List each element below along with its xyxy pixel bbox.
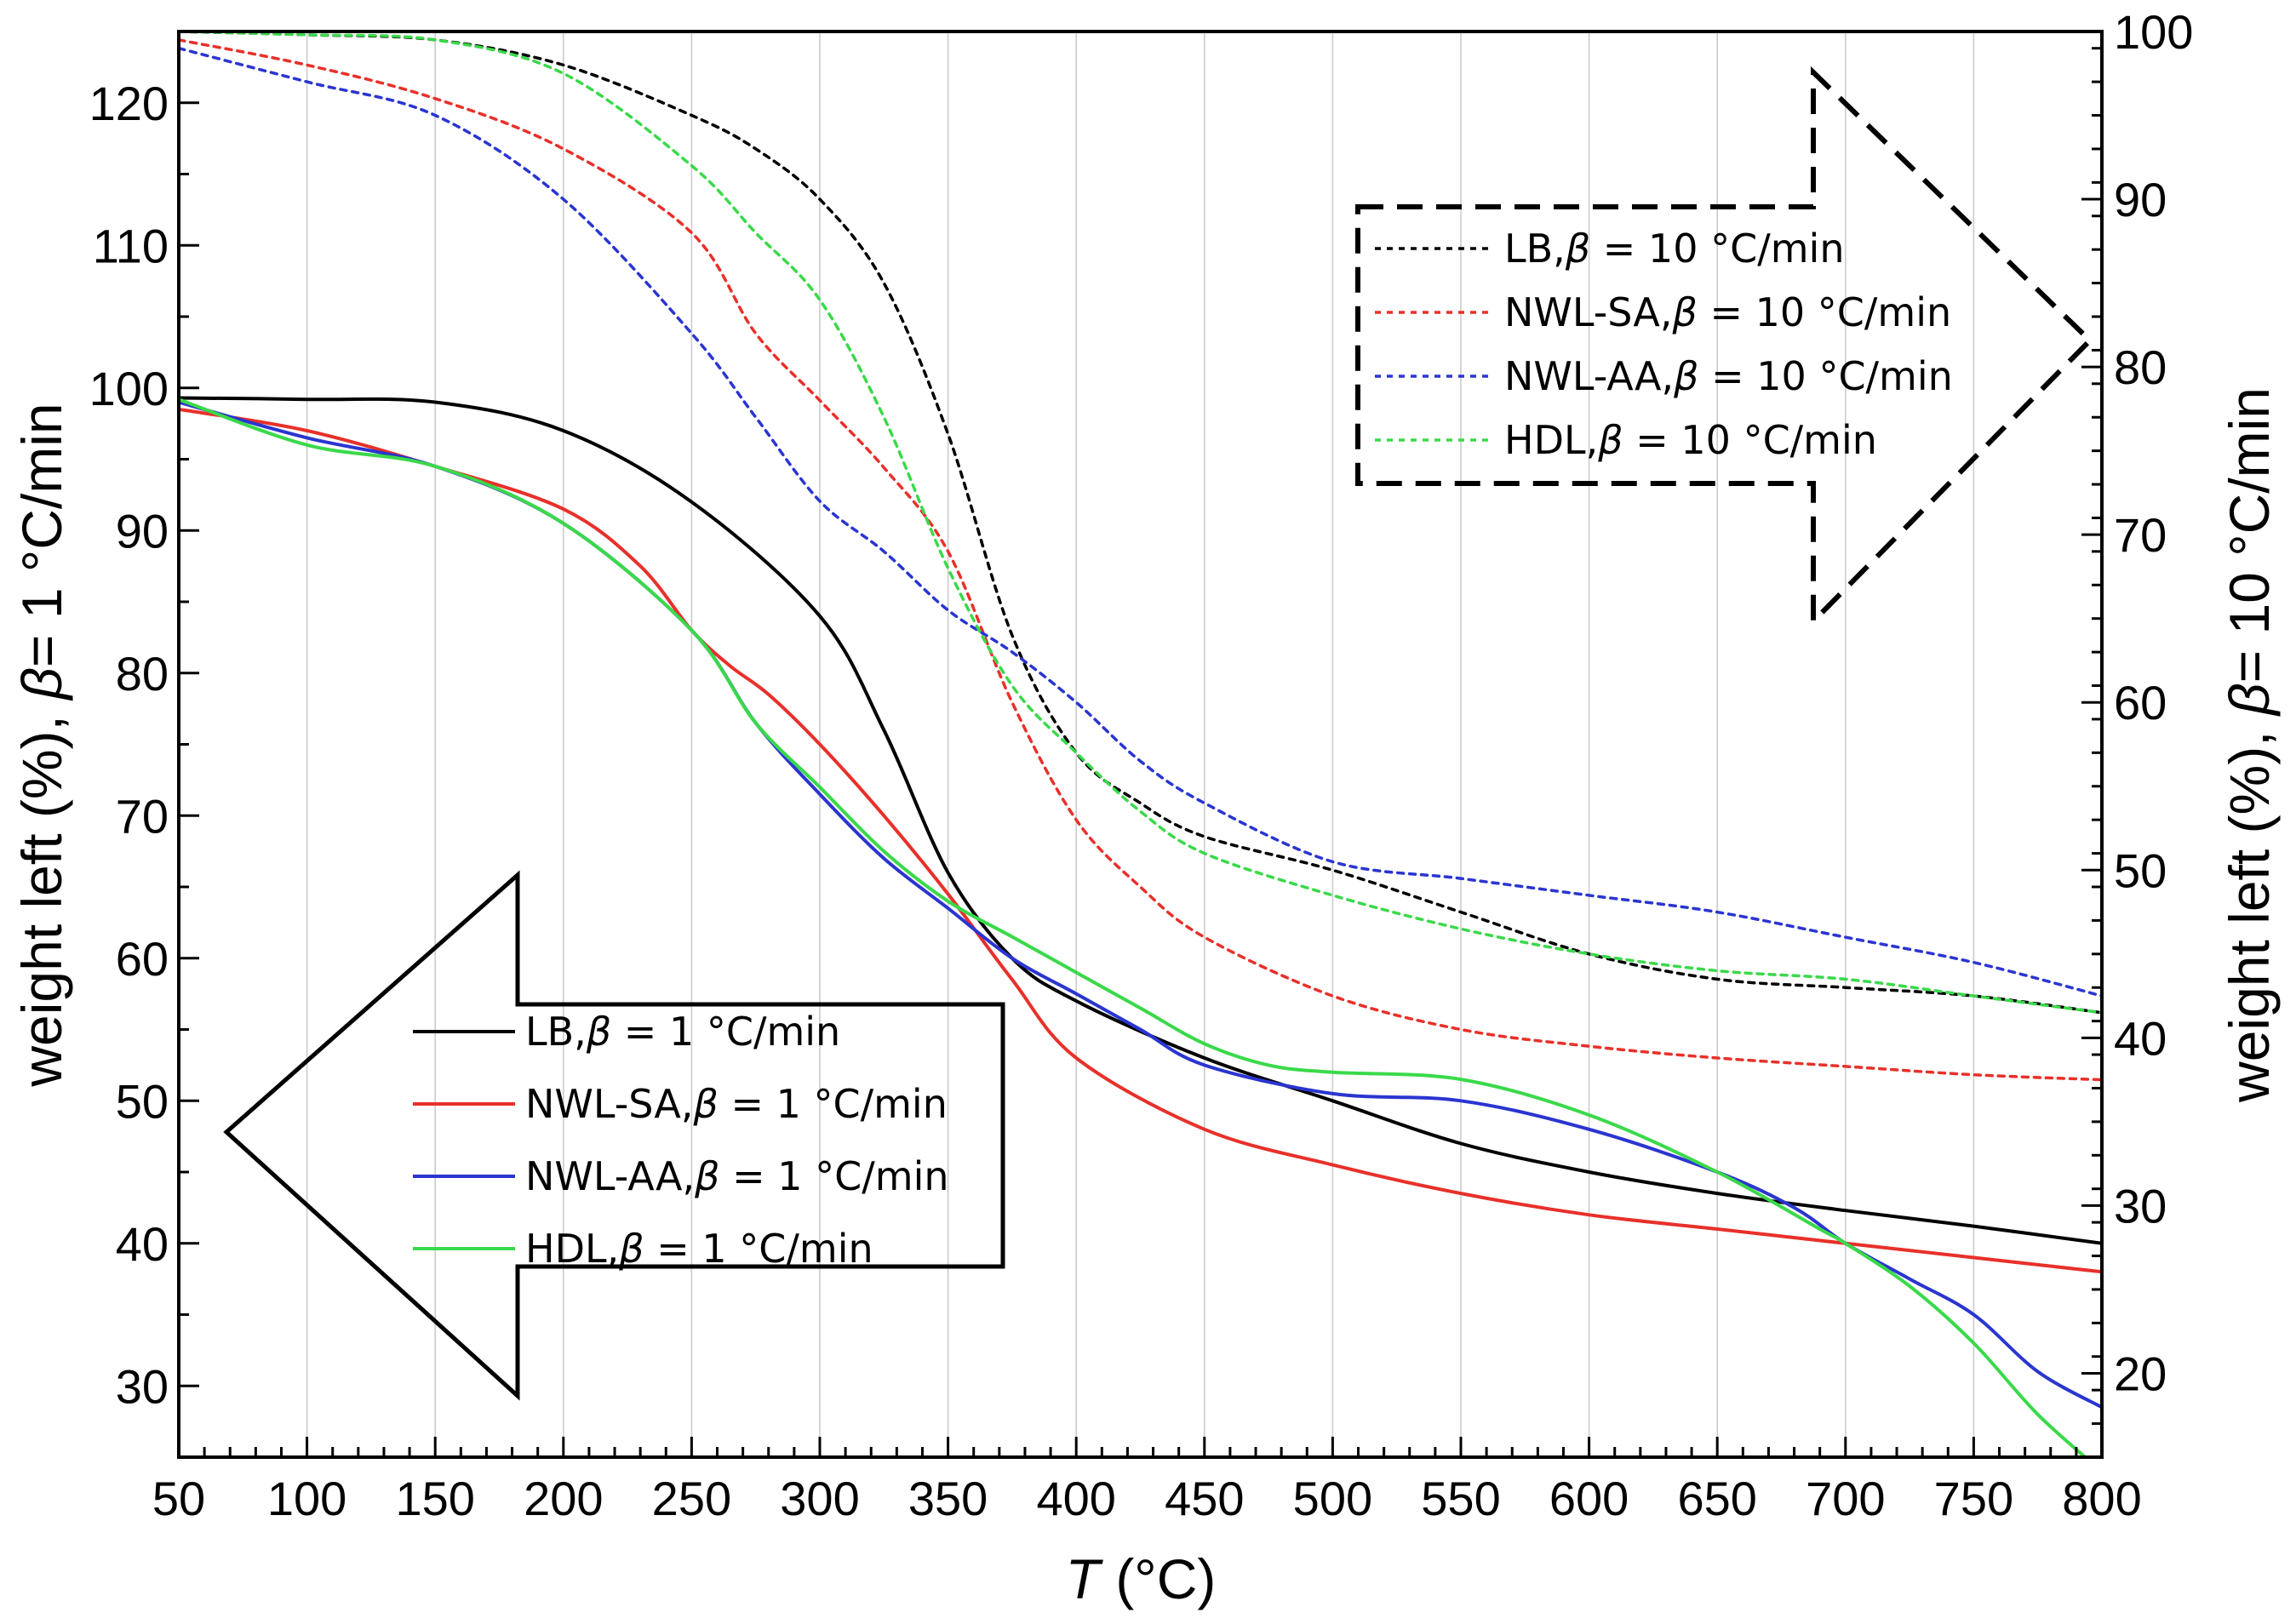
x-axis-title-unit: (°C) bbox=[1100, 1547, 1216, 1610]
y-left-tick-label: 100 bbox=[89, 362, 169, 415]
y-axis-title-right: weight left (%), β= 10 °C/min bbox=[2218, 387, 2281, 1103]
y-left-tick-label: 70 bbox=[116, 789, 169, 843]
series-line-1 bbox=[179, 407, 2102, 1274]
series-line-4 bbox=[179, 31, 2102, 1015]
series-line-5 bbox=[179, 38, 2102, 1082]
y-right-tick-label: 50 bbox=[2114, 843, 2167, 897]
legend-label: NWL-SA,β = 10 °C/min bbox=[1504, 289, 1951, 335]
x-tick-label: 150 bbox=[395, 1472, 474, 1525]
y-left-tick-label: 90 bbox=[116, 504, 169, 558]
x-tick-label: 100 bbox=[267, 1472, 346, 1525]
legend-label: LB,β = 1 °C/min bbox=[525, 1009, 840, 1055]
series-line-2 bbox=[179, 400, 2102, 1410]
x-tick-label: 200 bbox=[524, 1472, 603, 1525]
y-right-tick-label: 20 bbox=[2114, 1347, 2167, 1400]
y-left-tick-label: 50 bbox=[116, 1074, 169, 1128]
legend-arrow-right bbox=[1355, 66, 2094, 628]
y-left-tick-label: 60 bbox=[116, 932, 169, 986]
x-tick-label: 800 bbox=[2062, 1472, 2141, 1525]
y-left-tick-label: 120 bbox=[89, 77, 169, 130]
y-right-tick-label: 90 bbox=[2114, 173, 2167, 226]
x-tick-label: 550 bbox=[1421, 1472, 1500, 1525]
y-right-tick-label: 60 bbox=[2114, 676, 2167, 729]
y-left-title-beta: β bbox=[10, 667, 73, 701]
series-line-3 bbox=[179, 397, 2088, 1457]
legend-label: NWL-SA,β = 1 °C/min bbox=[525, 1081, 948, 1127]
y-left-title-text: weight left (%), bbox=[10, 700, 73, 1088]
x-tick-label: 700 bbox=[1806, 1472, 1885, 1525]
y-right-tick-label: 30 bbox=[2114, 1179, 2167, 1232]
y-right-tick-label: 70 bbox=[2114, 508, 2167, 562]
y-left-tick-label: 40 bbox=[116, 1217, 169, 1271]
series-line-0 bbox=[179, 396, 2102, 1245]
y-right-tick-label: 40 bbox=[2114, 1011, 2167, 1065]
y-left-tick-label: 30 bbox=[116, 1359, 169, 1413]
y-left-tick-label: 80 bbox=[116, 647, 169, 700]
legend-left: LB,β = 1 °C/min NWL-SA,β = 1 °C/min NWL-AA… bbox=[413, 1009, 949, 1272]
x-tick-label: 350 bbox=[908, 1472, 988, 1525]
series-layer bbox=[179, 31, 2102, 1457]
x-tick-label: 400 bbox=[1036, 1472, 1115, 1525]
y-left-tick-label: 110 bbox=[93, 219, 169, 272]
x-axis-title-var: T bbox=[1066, 1547, 1104, 1610]
legend-arrow-left bbox=[223, 870, 1005, 1401]
y-right-tick-label: 100 bbox=[2114, 5, 2193, 59]
legend-label: NWL-AA,β = 10 °C/min bbox=[1504, 353, 1953, 399]
y-left-title-rate: = 1 °C/min bbox=[10, 403, 73, 667]
x-tick-label: 450 bbox=[1165, 1472, 1244, 1525]
x-tick-label: 500 bbox=[1293, 1472, 1372, 1525]
x-tick-label: 600 bbox=[1549, 1472, 1629, 1525]
x-tick-label: 300 bbox=[780, 1472, 859, 1525]
x-axis-title: T (°C) bbox=[1066, 1547, 1217, 1610]
x-tick-label: 250 bbox=[652, 1472, 731, 1525]
series-line-7 bbox=[179, 31, 2102, 1015]
legend-label: NWL-AA,β = 1 °C/min bbox=[525, 1153, 949, 1199]
x-tick-label: 650 bbox=[1677, 1472, 1756, 1525]
series-line-6 bbox=[179, 46, 2102, 998]
legend-label: HDL,β = 1 °C/min bbox=[525, 1226, 873, 1272]
axis-ticks bbox=[177, 30, 2104, 1459]
y-right-title-rate: = 10 °C/min bbox=[2218, 387, 2281, 683]
x-tick-label: 50 bbox=[152, 1472, 205, 1525]
y-right-tick-label: 80 bbox=[2114, 340, 2167, 394]
legend-label: HDL,β = 10 °C/min bbox=[1504, 417, 1877, 463]
series-group bbox=[179, 31, 2102, 1457]
legend-right: LB,β = 10 °C/min NWL-SA,β = 10 °C/min NWL-… bbox=[1375, 226, 1953, 463]
tick-labels: 50 100 150 200 250 300 350 400 450 500 550 600 650 70… bbox=[89, 5, 2194, 1525]
y-right-title-beta: β bbox=[2218, 683, 2281, 717]
y-right-title-text: weight left (%), bbox=[2218, 715, 2281, 1103]
legend-label: LB,β = 10 °C/min bbox=[1504, 226, 1844, 272]
y-axis-title-left: weight left (%), β= 1 °C/min bbox=[10, 403, 73, 1087]
x-tick-label: 750 bbox=[1934, 1472, 2013, 1525]
